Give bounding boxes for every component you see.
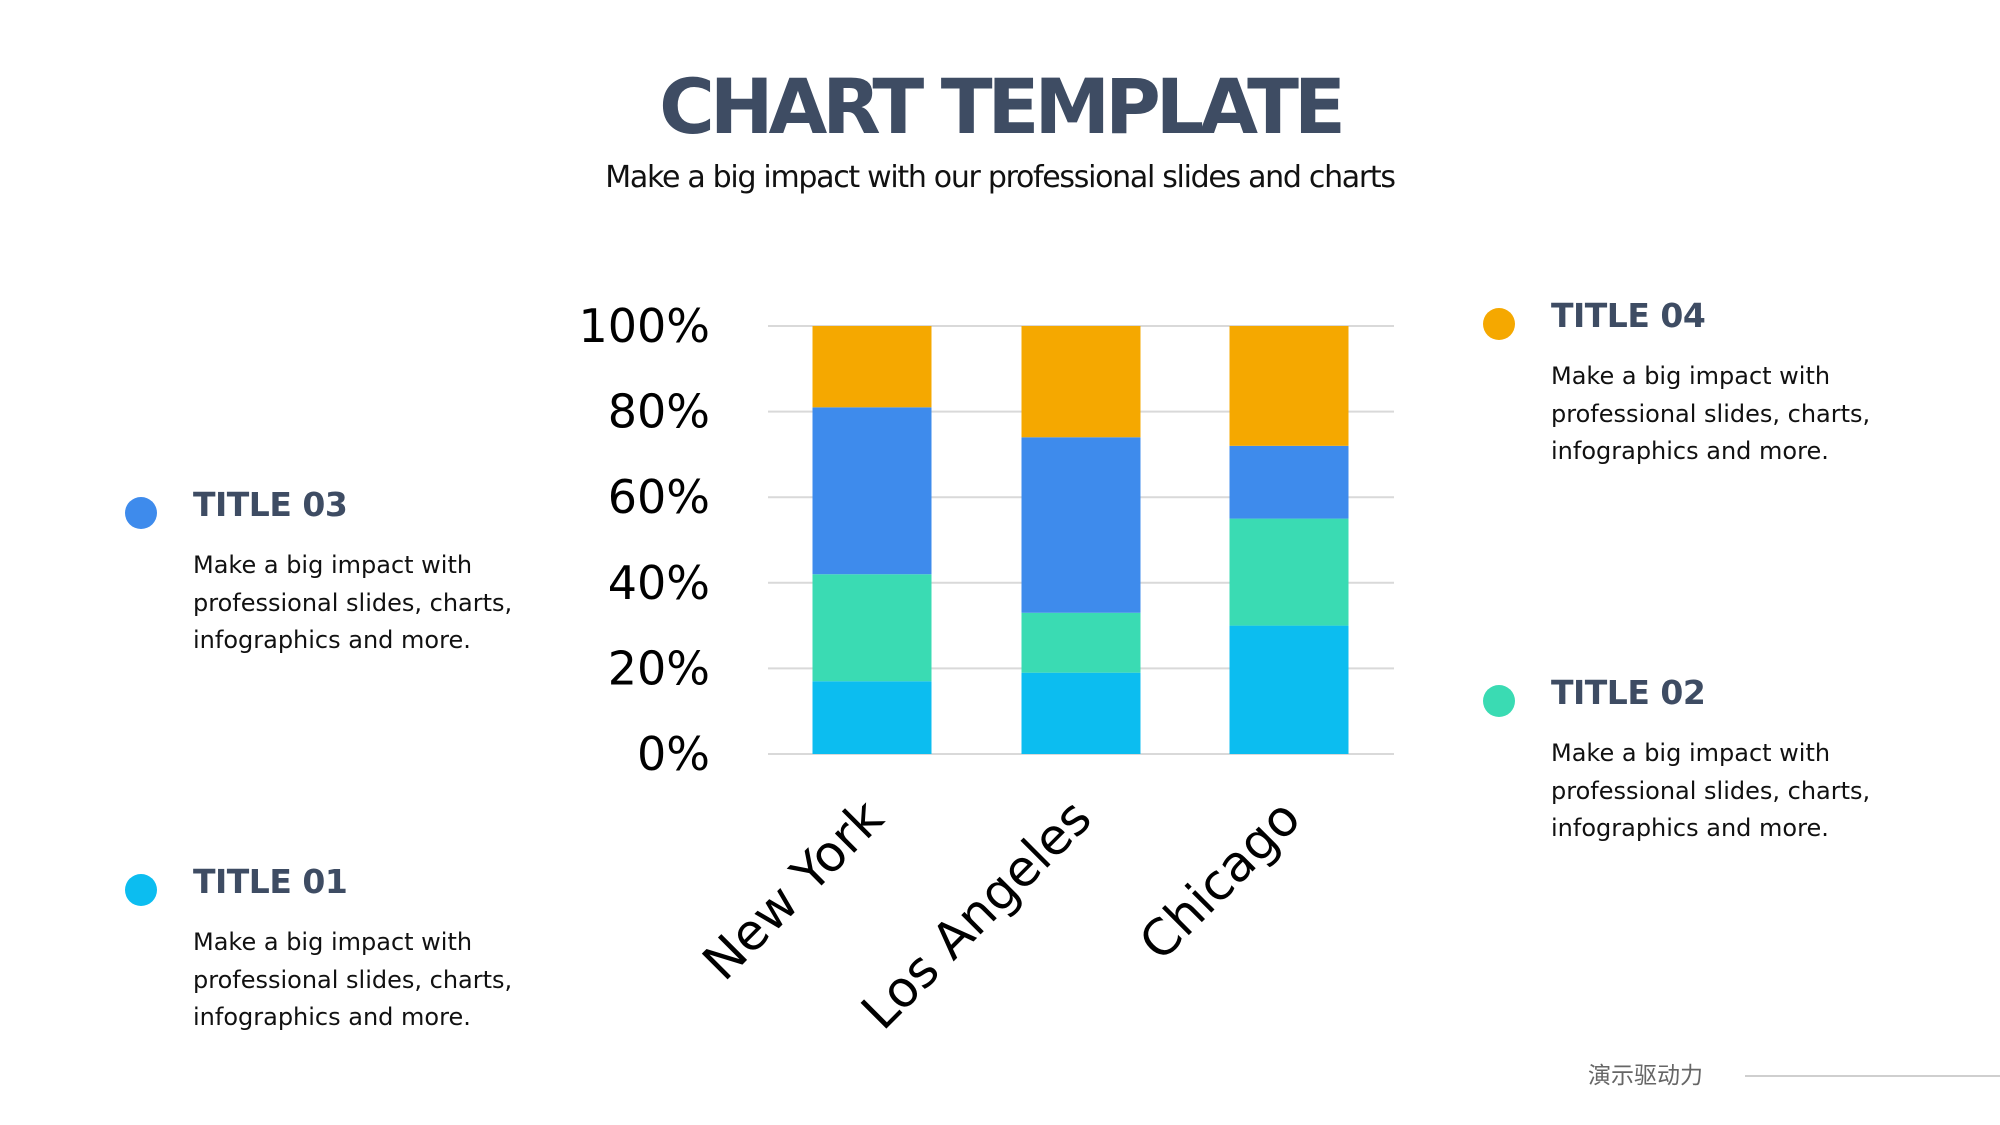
y-tick-label: 100% bbox=[578, 299, 710, 353]
bar-segment bbox=[812, 574, 932, 682]
y-tick-label: 40% bbox=[608, 556, 710, 610]
legend-title-title01: TITLE 01 bbox=[193, 862, 348, 901]
bar-segment bbox=[1021, 612, 1141, 673]
bar-segment bbox=[812, 681, 932, 754]
x-category-label: New York bbox=[692, 788, 895, 991]
legend-text-title01: Make a big impact with professional slid… bbox=[193, 928, 513, 1031]
bar-segment bbox=[1229, 625, 1349, 754]
legend-text-title02: Make a big impact with professional slid… bbox=[1551, 739, 1871, 842]
footer-brand: 演示驱动力 bbox=[1588, 1063, 1703, 1089]
bar-segment bbox=[1229, 518, 1349, 626]
bar-segment bbox=[1021, 326, 1141, 438]
legend-title-title02: TITLE 02 bbox=[1551, 673, 1706, 712]
legend-dot-title02 bbox=[1483, 685, 1515, 717]
bar-segment bbox=[1021, 437, 1141, 613]
legend-dot-title03 bbox=[125, 497, 157, 529]
legend-title-title03: TITLE 03 bbox=[193, 485, 348, 524]
chart-bars bbox=[812, 326, 1349, 754]
legend-dot-title01 bbox=[125, 874, 157, 906]
bar-segment bbox=[812, 326, 932, 408]
y-axis-ticks: 0% 20% 40% 60% 80% 100% bbox=[578, 299, 710, 781]
legend-dot-title04 bbox=[1483, 308, 1515, 340]
bar-segment bbox=[812, 407, 932, 575]
y-tick-label: 20% bbox=[608, 641, 710, 695]
bar-segment bbox=[1229, 445, 1349, 519]
page-subtitle: Make a big impact with our professional … bbox=[605, 160, 1396, 195]
footer-divider bbox=[1745, 1075, 2000, 1077]
legend-text-title04: Make a big impact with professional slid… bbox=[1551, 362, 1871, 465]
y-tick-label: 60% bbox=[608, 470, 710, 524]
legend-text-title03: Make a big impact with professional slid… bbox=[193, 551, 513, 654]
y-tick-label: 0% bbox=[637, 727, 710, 781]
y-tick-label: 80% bbox=[608, 385, 710, 439]
bar-segment bbox=[1021, 672, 1141, 754]
legend-title-title04: TITLE 04 bbox=[1551, 296, 1706, 335]
x-category-label: Chicago bbox=[1128, 788, 1311, 971]
bar-segment bbox=[1229, 326, 1349, 446]
page-title: CHART TEMPLATE bbox=[659, 62, 1346, 151]
